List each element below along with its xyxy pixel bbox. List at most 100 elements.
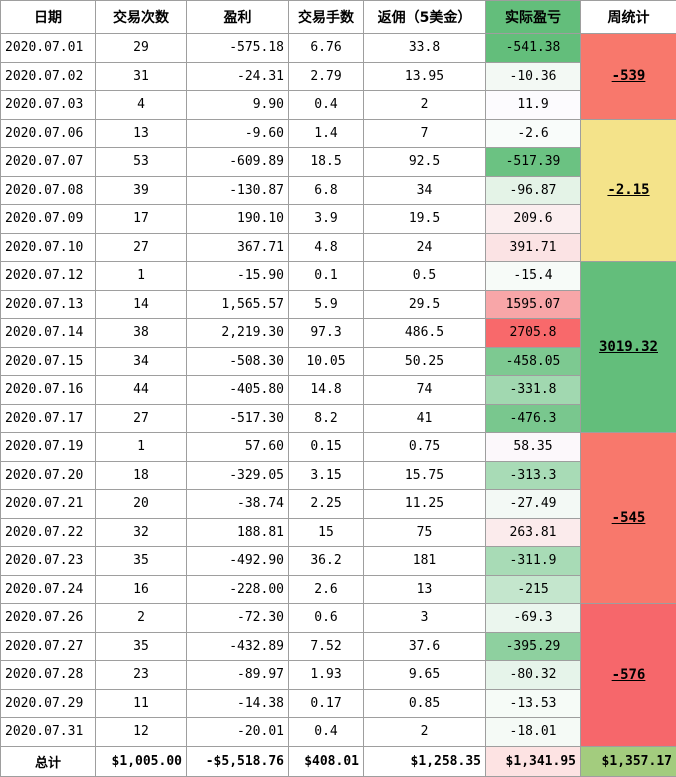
cell-trade-count[interactable]: 39	[96, 176, 187, 205]
cell-actual-pnl[interactable]: 209.6	[486, 205, 581, 234]
cell-profit[interactable]: -20.01	[187, 718, 289, 747]
cell-actual-pnl[interactable]: -215	[486, 575, 581, 604]
cell-profit[interactable]: -38.74	[187, 490, 289, 519]
cell-rebate[interactable]: 2	[364, 91, 486, 120]
cell-lots[interactable]: 10.05	[289, 347, 364, 376]
cell-lots[interactable]: 3.9	[289, 205, 364, 234]
cell-rebate[interactable]: 7	[364, 119, 486, 148]
cell-actual-pnl[interactable]: -10.36	[486, 62, 581, 91]
cell-lots[interactable]: 97.3	[289, 319, 364, 348]
cell-trade-count[interactable]: 27	[96, 233, 187, 262]
totals-profit[interactable]: -$5,518.76	[187, 746, 289, 776]
cell-trade-count[interactable]: 1	[96, 262, 187, 291]
cell-date[interactable]: 2020.07.20	[1, 461, 96, 490]
cell-trade-count[interactable]: 23	[96, 661, 187, 690]
cell-actual-pnl[interactable]: -311.9	[486, 547, 581, 576]
totals-rebate[interactable]: $1,258.35	[364, 746, 486, 776]
cell-rebate[interactable]: 0.5	[364, 262, 486, 291]
cell-date[interactable]: 2020.07.22	[1, 518, 96, 547]
cell-date[interactable]: 2020.07.17	[1, 404, 96, 433]
cell-rebate[interactable]: 0.75	[364, 433, 486, 462]
cell-profit[interactable]: -14.38	[187, 689, 289, 718]
cell-lots[interactable]: 0.4	[289, 718, 364, 747]
cell-date[interactable]: 2020.07.07	[1, 148, 96, 177]
cell-rebate[interactable]: 29.5	[364, 290, 486, 319]
cell-weekly-stat[interactable]: -545	[581, 433, 676, 604]
cell-trade-count[interactable]: 11	[96, 689, 187, 718]
cell-trade-count[interactable]: 1	[96, 433, 187, 462]
cell-profit[interactable]: -329.05	[187, 461, 289, 490]
cell-actual-pnl[interactable]: -517.39	[486, 148, 581, 177]
cell-rebate[interactable]: 13.95	[364, 62, 486, 91]
cell-trade-count[interactable]: 12	[96, 718, 187, 747]
cell-actual-pnl[interactable]: -13.53	[486, 689, 581, 718]
cell-actual-pnl[interactable]: -2.6	[486, 119, 581, 148]
cell-profit[interactable]: -24.31	[187, 62, 289, 91]
cell-weekly-stat[interactable]: -2.15	[581, 119, 676, 262]
cell-weekly-stat[interactable]: -576	[581, 604, 676, 747]
cell-trade-count[interactable]: 2	[96, 604, 187, 633]
cell-lots[interactable]: 0.15	[289, 433, 364, 462]
cell-lots[interactable]: 2.25	[289, 490, 364, 519]
cell-lots[interactable]: 1.93	[289, 661, 364, 690]
cell-profit[interactable]: -492.90	[187, 547, 289, 576]
cell-profit[interactable]: 190.10	[187, 205, 289, 234]
cell-date[interactable]: 2020.07.06	[1, 119, 96, 148]
cell-profit[interactable]: -15.90	[187, 262, 289, 291]
cell-actual-pnl[interactable]: -27.49	[486, 490, 581, 519]
cell-date[interactable]: 2020.07.27	[1, 632, 96, 661]
cell-weekly-stat[interactable]: -539	[581, 34, 676, 120]
cell-rebate[interactable]: 13	[364, 575, 486, 604]
cell-date[interactable]: 2020.07.26	[1, 604, 96, 633]
cell-trade-count[interactable]: 4	[96, 91, 187, 120]
cell-profit[interactable]: -508.30	[187, 347, 289, 376]
cell-actual-pnl[interactable]: 263.81	[486, 518, 581, 547]
cell-profit[interactable]: -517.30	[187, 404, 289, 433]
cell-profit[interactable]: -575.18	[187, 34, 289, 63]
cell-rebate[interactable]: 74	[364, 376, 486, 405]
cell-profit[interactable]: -72.30	[187, 604, 289, 633]
cell-actual-pnl[interactable]: 11.9	[486, 91, 581, 120]
cell-date[interactable]: 2020.07.03	[1, 91, 96, 120]
cell-profit[interactable]: 2,219.30	[187, 319, 289, 348]
cell-trade-count[interactable]: 16	[96, 575, 187, 604]
cell-lots[interactable]: 2.6	[289, 575, 364, 604]
cell-date[interactable]: 2020.07.29	[1, 689, 96, 718]
cell-trade-count[interactable]: 17	[96, 205, 187, 234]
cell-profit[interactable]: 9.90	[187, 91, 289, 120]
cell-lots[interactable]: 6.76	[289, 34, 364, 63]
cell-lots[interactable]: 0.6	[289, 604, 364, 633]
cell-lots[interactable]: 36.2	[289, 547, 364, 576]
cell-trade-count[interactable]: 14	[96, 290, 187, 319]
cell-lots[interactable]: 14.8	[289, 376, 364, 405]
cell-rebate[interactable]: 92.5	[364, 148, 486, 177]
cell-profit[interactable]: 188.81	[187, 518, 289, 547]
cell-profit[interactable]: -130.87	[187, 176, 289, 205]
cell-lots[interactable]: 6.8	[289, 176, 364, 205]
cell-actual-pnl[interactable]: -18.01	[486, 718, 581, 747]
cell-actual-pnl[interactable]: -96.87	[486, 176, 581, 205]
cell-profit[interactable]: -609.89	[187, 148, 289, 177]
cell-lots[interactable]: 2.79	[289, 62, 364, 91]
cell-date[interactable]: 2020.07.31	[1, 718, 96, 747]
cell-trade-count[interactable]: 20	[96, 490, 187, 519]
cell-lots[interactable]: 0.4	[289, 91, 364, 120]
cell-rebate[interactable]: 33.8	[364, 34, 486, 63]
cell-date[interactable]: 2020.07.23	[1, 547, 96, 576]
cell-lots[interactable]: 5.9	[289, 290, 364, 319]
cell-trade-count[interactable]: 35	[96, 547, 187, 576]
cell-lots[interactable]: 18.5	[289, 148, 364, 177]
cell-profit[interactable]: 367.71	[187, 233, 289, 262]
cell-trade-count[interactable]: 31	[96, 62, 187, 91]
header-actual-pnl[interactable]: 实际盈亏	[486, 1, 581, 34]
cell-rebate[interactable]: 2	[364, 718, 486, 747]
cell-profit[interactable]: 1,565.57	[187, 290, 289, 319]
cell-profit[interactable]: -228.00	[187, 575, 289, 604]
cell-lots[interactable]: 0.17	[289, 689, 364, 718]
cell-trade-count[interactable]: 29	[96, 34, 187, 63]
cell-actual-pnl[interactable]: 1595.07	[486, 290, 581, 319]
cell-rebate[interactable]: 24	[364, 233, 486, 262]
cell-date[interactable]: 2020.07.24	[1, 575, 96, 604]
cell-weekly-stat[interactable]: 3019.32	[581, 262, 676, 433]
cell-rebate[interactable]: 3	[364, 604, 486, 633]
